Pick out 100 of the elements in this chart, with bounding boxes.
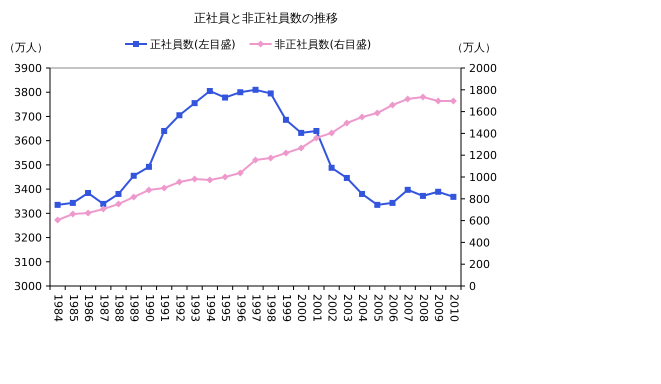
point: [252, 86, 258, 93]
y2-axis-title: （万人）: [452, 41, 496, 54]
point: [389, 102, 396, 109]
y2-tick-label: 1600: [469, 106, 497, 119]
point: [343, 120, 350, 127]
point: [100, 206, 107, 213]
x-tick-label: 1995: [219, 294, 232, 322]
y2-tick-label: 0: [469, 280, 476, 293]
point: [116, 190, 122, 197]
x-tick-label: 1999: [280, 294, 293, 322]
y2-tick-label: 1000: [469, 171, 497, 184]
point: [358, 114, 366, 121]
y-tick-label: 3000: [14, 280, 42, 293]
x-tick-label: 2005: [371, 294, 384, 322]
point: [130, 194, 138, 201]
y-tick-label: 3400: [14, 183, 42, 196]
x-tick-label: 1986: [82, 294, 96, 322]
x-tick-label: 1993: [188, 294, 202, 322]
x-tick-label: 1990: [142, 294, 156, 322]
point: [176, 112, 182, 118]
x-tick-label: 1987: [97, 294, 110, 322]
x-tick-label: 2000: [295, 294, 308, 322]
point: [328, 129, 336, 136]
y-tick-label: 3800: [14, 86, 42, 100]
point: [267, 154, 274, 162]
point: [192, 100, 198, 106]
point: [298, 130, 304, 136]
point: [237, 89, 244, 96]
point: [69, 210, 76, 218]
point: [191, 175, 198, 182]
point: [206, 88, 213, 94]
y2-tick-label: 1800: [469, 84, 497, 97]
y2-tick-label: 200: [469, 258, 490, 272]
x-tick-label: 1991: [158, 294, 172, 322]
point: [70, 200, 76, 206]
point: [374, 202, 380, 208]
x-tick-label: 1997: [249, 294, 262, 322]
y2-tick-label: 800: [469, 192, 490, 206]
x-tick-label: 1985: [66, 294, 80, 322]
y-tick-label: 3200: [14, 232, 42, 245]
y-tick-label: 3900: [14, 62, 42, 75]
y2-tick-label: 1400: [469, 127, 497, 140]
point: [85, 190, 92, 196]
point: [268, 90, 274, 96]
point: [404, 95, 412, 102]
point: [298, 144, 305, 152]
point: [222, 174, 229, 180]
y-tick-label: 3700: [14, 110, 42, 124]
x-tick-label: 2010: [447, 294, 460, 322]
x-tick-label: 2003: [340, 294, 354, 322]
point: [160, 184, 168, 192]
point: [450, 194, 456, 200]
point: [404, 186, 411, 193]
point: [84, 209, 92, 216]
x-tick-label: 2008: [416, 294, 430, 322]
point: [344, 174, 350, 181]
point: [130, 172, 137, 179]
point: [390, 200, 396, 206]
x-tick-label: 2006: [386, 294, 400, 322]
y-tick-label: 3500: [14, 158, 42, 172]
legend-label: 正社員数(左目盛): [150, 38, 236, 51]
point: [236, 169, 244, 176]
point: [328, 164, 335, 171]
y2-tick-label: 2000: [469, 62, 497, 75]
point: [374, 110, 381, 117]
x-tick-label: 1994: [204, 294, 217, 322]
x-tick-label: 1989: [128, 294, 141, 322]
x-tick-label: 2002: [326, 294, 339, 322]
x-tick-label: 1996: [234, 294, 248, 322]
point: [222, 94, 228, 101]
point: [176, 178, 183, 186]
x-tick-label: 2007: [402, 294, 415, 322]
point: [313, 128, 320, 134]
point: [312, 134, 320, 142]
y2-tick-label: 400: [469, 236, 490, 250]
point: [420, 192, 426, 199]
y-tick-label: 3300: [14, 207, 42, 220]
point: [206, 176, 214, 184]
x-tick-label: 2009: [432, 294, 446, 322]
point: [161, 128, 168, 134]
point: [252, 156, 259, 164]
point: [54, 216, 62, 224]
y2-tick-label: 600: [469, 214, 490, 228]
legend-label: 非正社員数(右目盛): [274, 38, 372, 51]
point: [146, 164, 152, 170]
x-tick-label: 2004: [356, 294, 370, 322]
point: [282, 150, 290, 157]
point: [419, 93, 426, 100]
x-tick-label: 1988: [112, 294, 126, 322]
x-tick-label: 2001: [310, 294, 324, 322]
x-tick-label: 1984: [52, 294, 65, 322]
y-tick-label: 3100: [14, 256, 42, 269]
point: [145, 186, 152, 194]
y2-tick-label: 1200: [469, 149, 497, 162]
x-tick-label: 1992: [173, 294, 186, 322]
point: [435, 188, 442, 195]
point: [115, 200, 122, 208]
y-tick-label: 3600: [14, 134, 42, 148]
y-axis-title: （万人）: [4, 41, 48, 54]
point: [100, 200, 106, 207]
